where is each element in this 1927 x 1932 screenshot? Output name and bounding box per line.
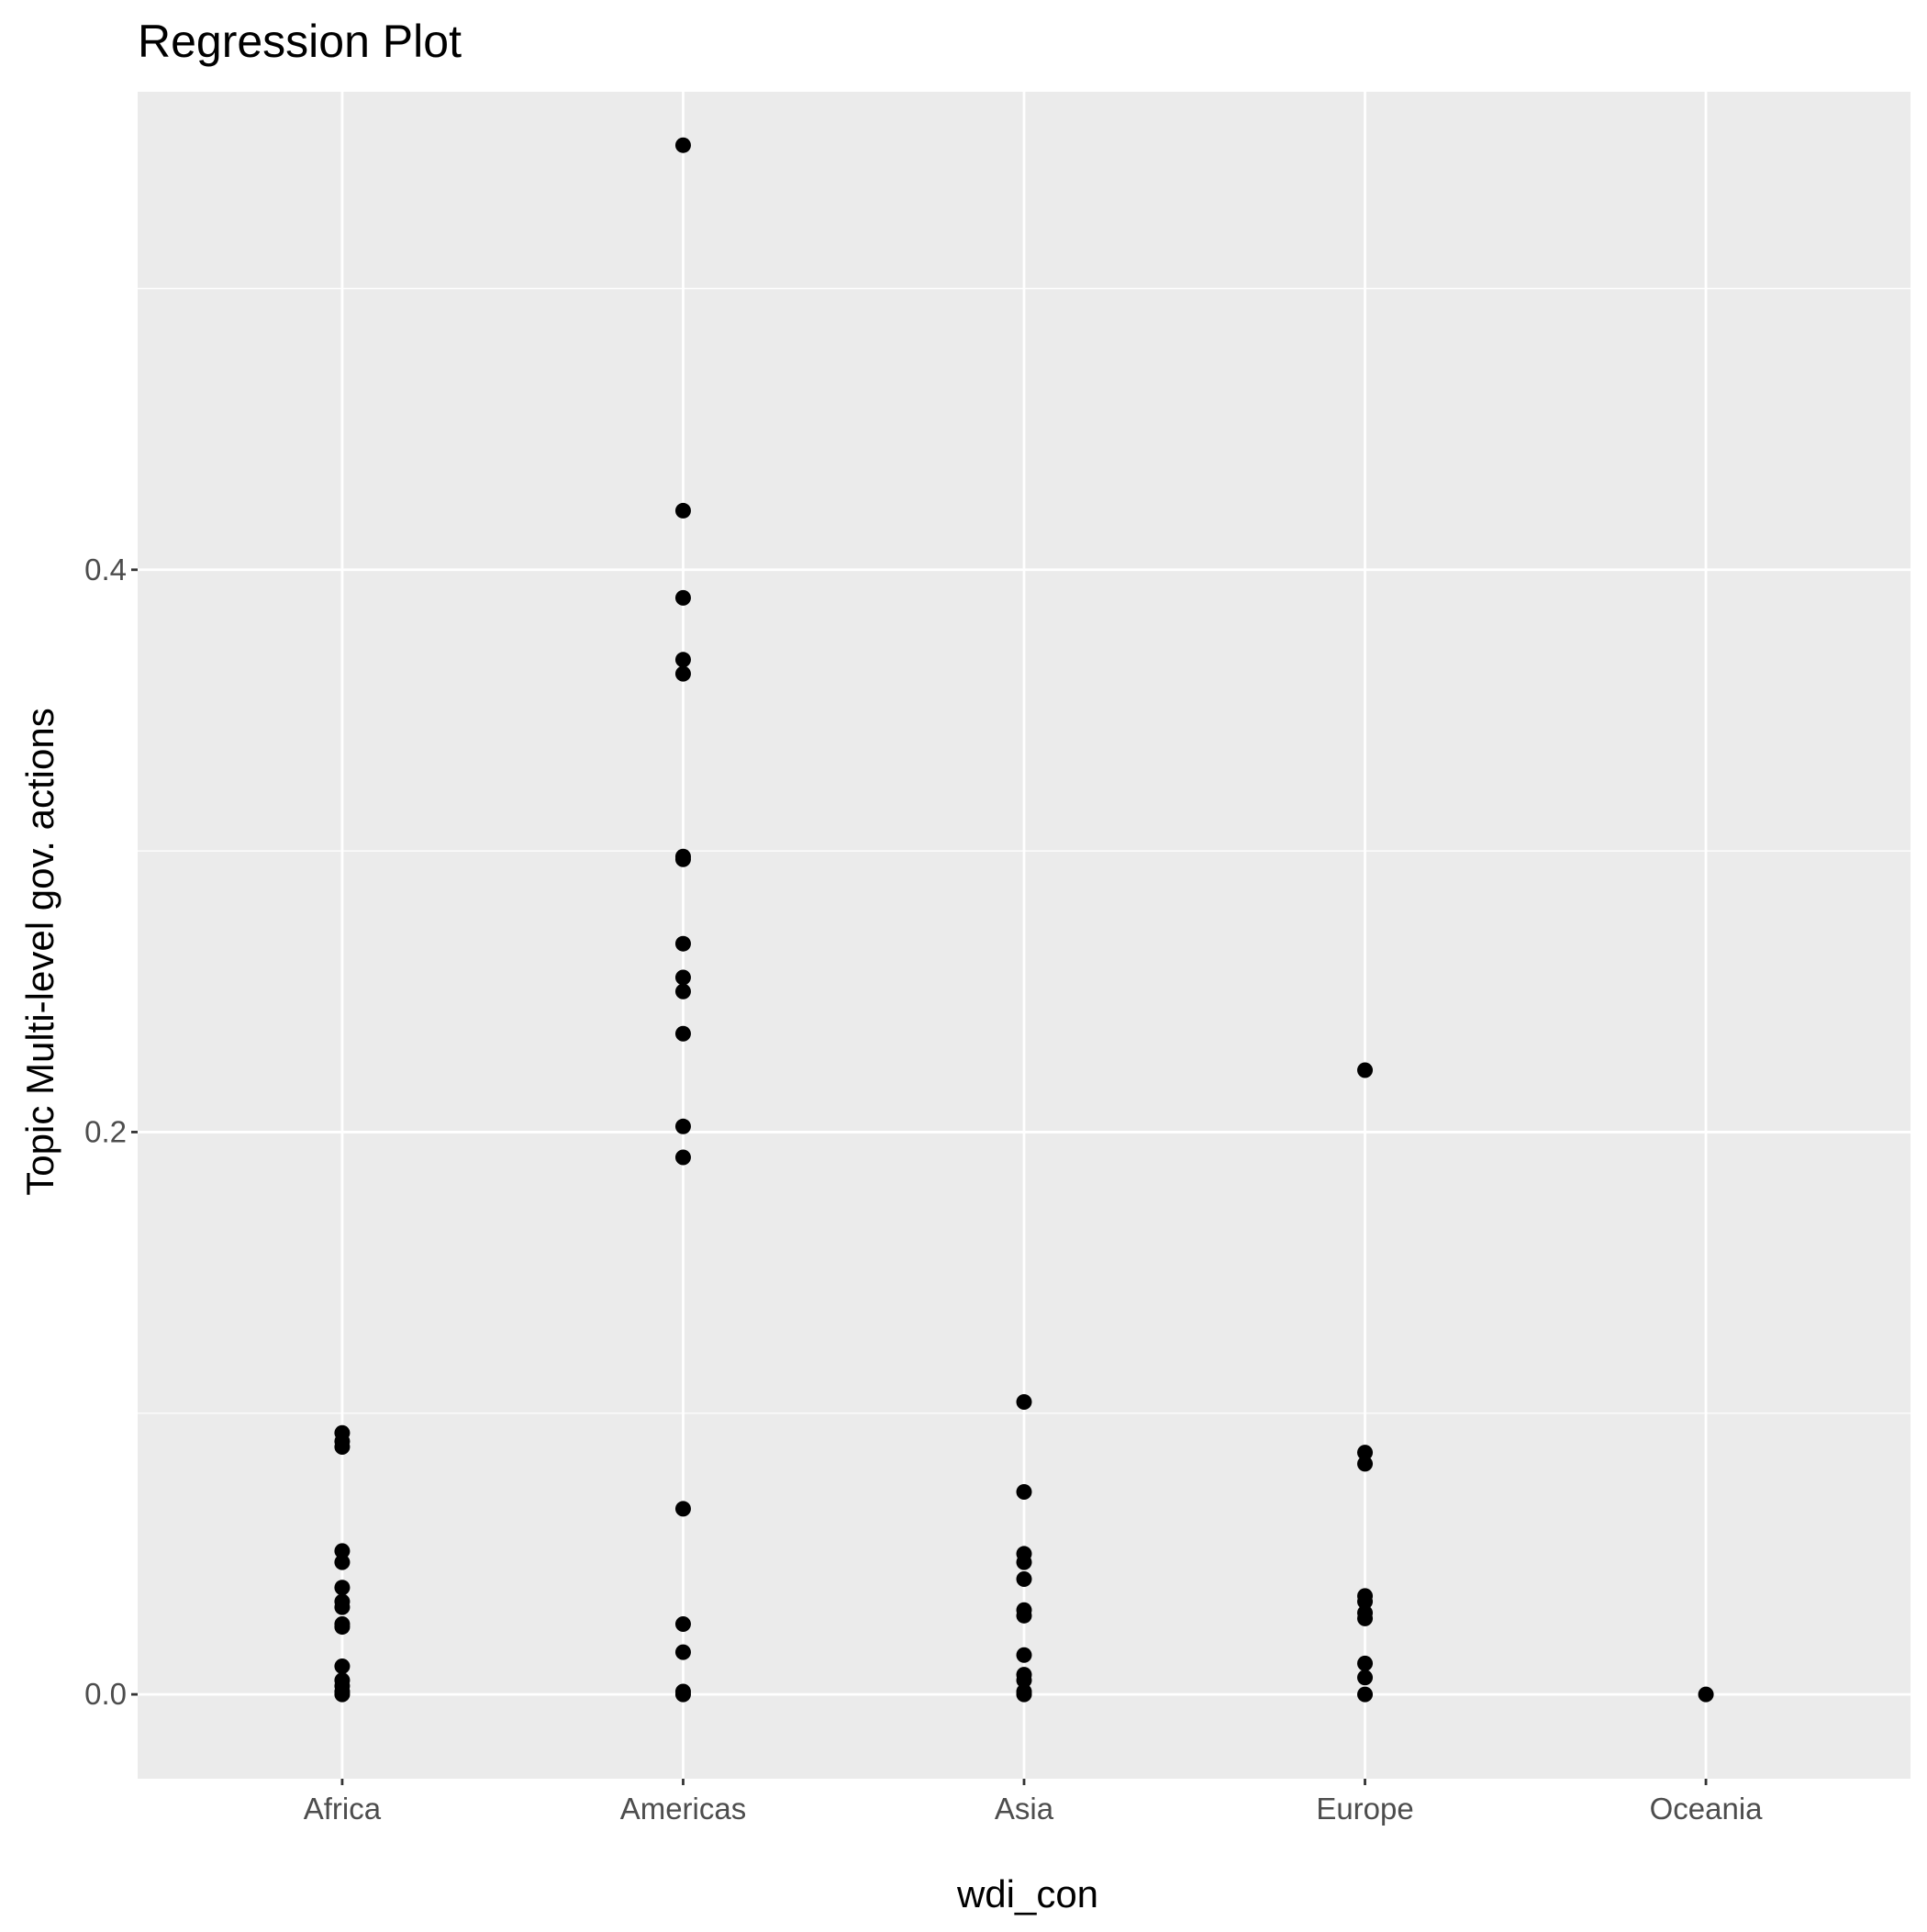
- data-point: [1016, 1672, 1032, 1689]
- data-point: [674, 935, 691, 952]
- x-tick-label: Asia: [995, 1792, 1054, 1826]
- data-point: [674, 1118, 691, 1134]
- data-point: [334, 1658, 351, 1674]
- data-point: [1698, 1686, 1714, 1703]
- data-point: [1357, 1445, 1374, 1461]
- data-point: [674, 969, 691, 986]
- y-tick-label: 0.2: [84, 1114, 127, 1148]
- data-point: [674, 1686, 691, 1703]
- data-point: [1357, 1686, 1374, 1703]
- data-point: [334, 1554, 351, 1570]
- data-point: [334, 1439, 351, 1456]
- data-point: [1357, 1456, 1374, 1472]
- data-point: [674, 589, 691, 606]
- data-point: [1016, 1484, 1032, 1501]
- grid-lines: [138, 92, 1910, 1779]
- data-point: [1016, 1394, 1032, 1411]
- data-point: [674, 851, 691, 867]
- data-point: [674, 1025, 691, 1042]
- data-point: [1016, 1647, 1032, 1663]
- x-tick-label: Oceania: [1650, 1792, 1764, 1826]
- data-points: [334, 137, 1714, 1703]
- y-tick-label: 0.0: [84, 1677, 127, 1711]
- y-tick-label: 0.4: [84, 553, 127, 586]
- y-axis-title: Topic Multi-level gov. actions: [18, 708, 61, 1195]
- x-axis-title: wdi_con: [956, 1872, 1098, 1915]
- data-point: [334, 1686, 351, 1703]
- data-point: [334, 1580, 351, 1596]
- x-tick-label: Europe: [1316, 1792, 1413, 1826]
- data-point: [674, 502, 691, 519]
- data-point: [674, 1501, 691, 1517]
- data-point: [674, 652, 691, 668]
- data-point: [674, 983, 691, 1000]
- chart-title: Regression Plot: [138, 16, 462, 67]
- data-point: [674, 1616, 691, 1633]
- data-point: [1016, 1686, 1032, 1703]
- data-point: [674, 665, 691, 682]
- x-tick-label: Africa: [304, 1792, 382, 1826]
- data-point: [334, 1599, 351, 1615]
- data-point: [674, 1149, 691, 1166]
- data-point: [1357, 1655, 1374, 1671]
- data-point: [674, 137, 691, 153]
- data-point: [1357, 1610, 1374, 1626]
- data-point: [1357, 1593, 1374, 1610]
- data-point: [334, 1543, 351, 1559]
- data-point: [1357, 1062, 1374, 1078]
- data-point: [1016, 1554, 1032, 1570]
- axes: 0.0 0.2 0.4 Africa Americas Asia Europe Oceania: [84, 553, 1763, 1826]
- data-point: [674, 1644, 691, 1660]
- data-point: [1016, 1607, 1032, 1624]
- x-tick-label: Americas: [620, 1792, 747, 1826]
- data-point: [334, 1619, 351, 1636]
- data-point: [1016, 1571, 1032, 1588]
- data-point: [1357, 1670, 1374, 1686]
